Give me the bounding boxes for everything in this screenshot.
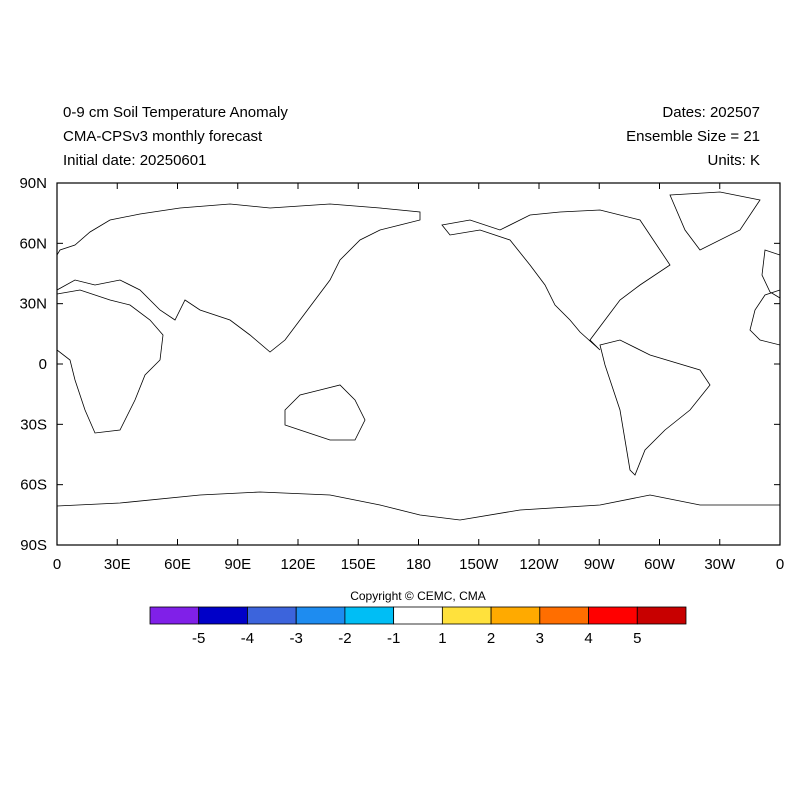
colorbar-box xyxy=(344,606,395,625)
lat-tick-label: 0 xyxy=(39,356,47,373)
colorbar-label: 2 xyxy=(487,630,495,647)
lon-tick-label: 0 xyxy=(776,556,784,573)
land xyxy=(57,192,780,545)
colorbar-box xyxy=(490,606,541,625)
copyright: Copyright © CEMC, CMA xyxy=(350,589,486,603)
lon-tick-label: 150E xyxy=(341,556,376,573)
colorbar-box xyxy=(247,606,297,625)
lon-tick-label: 30E xyxy=(104,556,131,573)
lon-tick-label: 90W xyxy=(584,556,616,573)
colorbar-label: 3 xyxy=(536,630,544,647)
colorbar-box xyxy=(198,606,248,625)
lon-tick-label: 180 xyxy=(406,556,431,573)
colorbar-label: 1 xyxy=(438,630,446,647)
colorbar-label: -5 xyxy=(192,630,205,647)
lat-tick-label: 60S xyxy=(20,477,47,494)
lat-tick-label: 60N xyxy=(19,235,47,252)
colorbar-box xyxy=(636,606,687,625)
colorbar-label: 4 xyxy=(584,630,592,647)
header-right: Ensemble Size = 21 xyxy=(626,128,760,145)
colorbar-label: 5 xyxy=(633,630,641,647)
lon-tick-label: 0 xyxy=(53,556,61,573)
colorbar-box xyxy=(588,606,638,625)
lon-tick-label: 60W xyxy=(644,556,676,573)
header-left: Initial date: 20250601 xyxy=(63,152,206,169)
header-right: Units: K xyxy=(707,152,760,169)
colorbar-box xyxy=(539,606,589,625)
lon-tick-label: 120E xyxy=(280,556,315,573)
axes: 0 30E 60E 90E 120E 150E 180 150W 120W 90W 60W 30W 09… xyxy=(19,175,784,573)
lat-tick-label: 90S xyxy=(20,537,47,554)
lon-tick-label: 120W xyxy=(519,556,559,573)
header-right: Dates: 202507 xyxy=(662,104,760,121)
lat-tick-label: 30N xyxy=(19,296,47,313)
lon-tick-label: 150W xyxy=(459,556,499,573)
header-left: CMA-CPSv3 monthly forecast xyxy=(63,128,263,145)
header-left: 0-9 cm Soil Temperature Anomaly xyxy=(63,104,288,121)
colorbar-box xyxy=(149,606,200,625)
lon-tick-label: 90E xyxy=(224,556,251,573)
map-area xyxy=(57,191,780,545)
lat-tick-label: 90N xyxy=(19,175,47,192)
colorbar-box xyxy=(295,606,346,625)
colorbar-label: -2 xyxy=(338,630,351,647)
colorbar-label: -3 xyxy=(290,630,303,647)
lon-tick-label: 60E xyxy=(164,556,191,573)
colorbar: -5 -4 -3 -2 -1 1 2 3 4 5 xyxy=(149,606,687,647)
lon-tick-label: 30W xyxy=(704,556,736,573)
colorbar-label: -1 xyxy=(387,630,400,647)
header: 0-9 cm Soil Temperature Anomaly CMA-CPSv3… xyxy=(63,104,760,169)
colorbar-label: -4 xyxy=(241,630,254,647)
lat-tick-label: 30S xyxy=(20,416,47,433)
colorbar-box xyxy=(441,606,492,625)
colorbar-box xyxy=(393,606,443,625)
